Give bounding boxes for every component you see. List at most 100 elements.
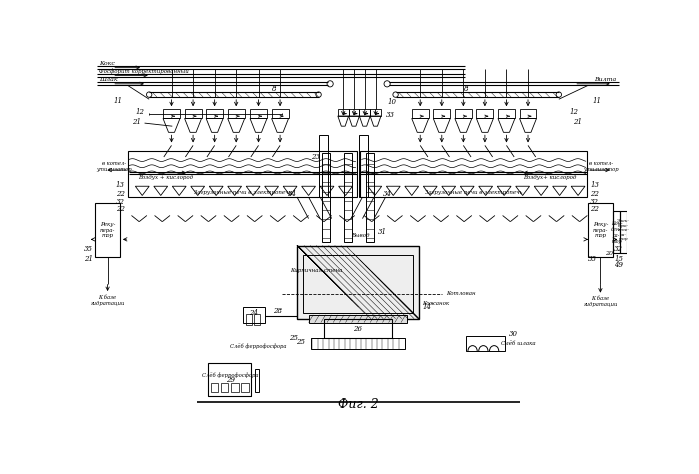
- Text: 49: 49: [614, 261, 624, 269]
- Text: 14: 14: [422, 303, 431, 311]
- Text: 25: 25: [289, 334, 298, 342]
- Bar: [613, 211, 621, 253]
- Text: 34: 34: [383, 190, 392, 198]
- Text: Слёб феррофосфора: Слёб феррофосфора: [230, 343, 287, 348]
- Bar: [254, 314, 260, 325]
- Bar: [308, 315, 407, 322]
- Text: Вывод: Вывод: [351, 233, 369, 238]
- Bar: [311, 338, 405, 349]
- Text: 24: 24: [250, 309, 259, 317]
- Bar: [370, 109, 381, 116]
- Text: 13: 13: [591, 182, 600, 190]
- Text: Кирпичная стена: Кирпичная стена: [290, 268, 343, 273]
- Text: Воздух+ кислород: Воздух+ кислород: [523, 175, 576, 180]
- Bar: [359, 136, 368, 197]
- Text: Слёб феррофосфора: Слёб феррофосфора: [202, 372, 259, 378]
- Bar: [241, 383, 249, 392]
- Text: 21: 21: [133, 118, 141, 127]
- Bar: [163, 109, 180, 118]
- Bar: [228, 109, 245, 118]
- Bar: [185, 109, 201, 118]
- Text: Загрузочные печи в электропечь: Загрузочные печи в электропечь: [425, 190, 522, 195]
- Bar: [412, 109, 428, 118]
- Text: 8: 8: [272, 85, 276, 93]
- Bar: [324, 319, 391, 338]
- Text: 32: 32: [614, 246, 624, 254]
- Text: 32: 32: [591, 198, 600, 206]
- Bar: [433, 109, 450, 118]
- Text: Кожанок: Кожанок: [422, 301, 449, 306]
- Text: 25: 25: [296, 338, 305, 346]
- Text: 15: 15: [614, 255, 624, 263]
- Text: К базе
гидратации: К базе гидратации: [90, 295, 125, 306]
- Bar: [246, 314, 252, 325]
- Text: 26: 26: [354, 325, 362, 333]
- Text: Кон-
ден-
са-
тор: Кон- ден- са- тор: [611, 221, 622, 244]
- Bar: [498, 109, 515, 118]
- Bar: [208, 364, 251, 396]
- Bar: [322, 153, 330, 242]
- Text: 33: 33: [386, 110, 394, 118]
- Bar: [466, 336, 505, 351]
- Text: 10: 10: [388, 98, 397, 106]
- Text: 20: 20: [605, 251, 613, 256]
- Text: Реку-
пера-
тор: Реку- пера- тор: [100, 222, 115, 238]
- Text: Котлован: Котлован: [446, 291, 475, 296]
- Bar: [221, 383, 229, 392]
- Text: 23: 23: [311, 153, 320, 161]
- Text: 34: 34: [288, 190, 297, 198]
- Text: 12: 12: [136, 109, 145, 116]
- Bar: [477, 109, 493, 118]
- Text: 21: 21: [572, 118, 582, 127]
- Text: 8: 8: [464, 85, 468, 93]
- Text: 22: 22: [115, 205, 124, 213]
- Bar: [231, 383, 238, 392]
- Text: в котел-
утилизатор: в котел- утилизатор: [96, 161, 131, 172]
- Bar: [588, 203, 613, 257]
- Bar: [344, 153, 352, 242]
- Text: в котел-
утилизатор: в котел- утилизатор: [584, 161, 619, 172]
- Bar: [349, 109, 359, 116]
- Text: 22: 22: [591, 190, 600, 198]
- Text: Загрузочные печи в электропечь: Загрузочные печи в электропечь: [194, 190, 291, 195]
- Bar: [303, 255, 412, 312]
- Text: Слёб шлака: Слёб шлака: [501, 341, 535, 346]
- Bar: [519, 109, 537, 118]
- Text: 30: 30: [509, 330, 518, 338]
- Text: Реку-
пера-
тор: Реку- пера- тор: [593, 222, 608, 238]
- Text: 28: 28: [273, 307, 282, 315]
- Text: 29: 29: [226, 376, 235, 384]
- Bar: [243, 307, 265, 322]
- Text: 22: 22: [591, 205, 600, 213]
- Text: К базе
гидратации: К базе гидратации: [583, 296, 618, 307]
- Bar: [128, 151, 357, 197]
- Bar: [319, 136, 328, 197]
- Bar: [338, 109, 349, 116]
- Bar: [95, 203, 120, 257]
- Bar: [254, 369, 259, 392]
- Text: 12: 12: [570, 109, 579, 116]
- Text: Кокс: Кокс: [99, 61, 115, 65]
- Bar: [621, 211, 626, 253]
- Bar: [272, 109, 289, 118]
- Bar: [250, 109, 267, 118]
- Text: 32: 32: [115, 198, 124, 206]
- Text: 31: 31: [378, 228, 387, 237]
- Text: 35: 35: [84, 246, 93, 254]
- Text: 13: 13: [115, 182, 124, 190]
- Bar: [366, 153, 374, 242]
- Bar: [359, 109, 370, 116]
- Text: Элек-
тро-
гене-
ра-
тор: Элек- тро- гене- ра- тор: [617, 219, 630, 241]
- Text: 21: 21: [84, 255, 93, 263]
- Text: 22: 22: [115, 190, 124, 198]
- Text: Вилта: Вилта: [594, 77, 617, 82]
- Text: 35: 35: [589, 255, 598, 263]
- Text: Воздух + кислород: Воздух + кислород: [138, 175, 194, 180]
- Text: Фиг. 2: Фиг. 2: [338, 399, 379, 411]
- Bar: [297, 246, 419, 319]
- Bar: [206, 109, 223, 118]
- Bar: [360, 151, 587, 197]
- Text: Шлак: Шлак: [99, 77, 117, 82]
- Bar: [455, 109, 472, 118]
- Text: 11: 11: [114, 97, 123, 105]
